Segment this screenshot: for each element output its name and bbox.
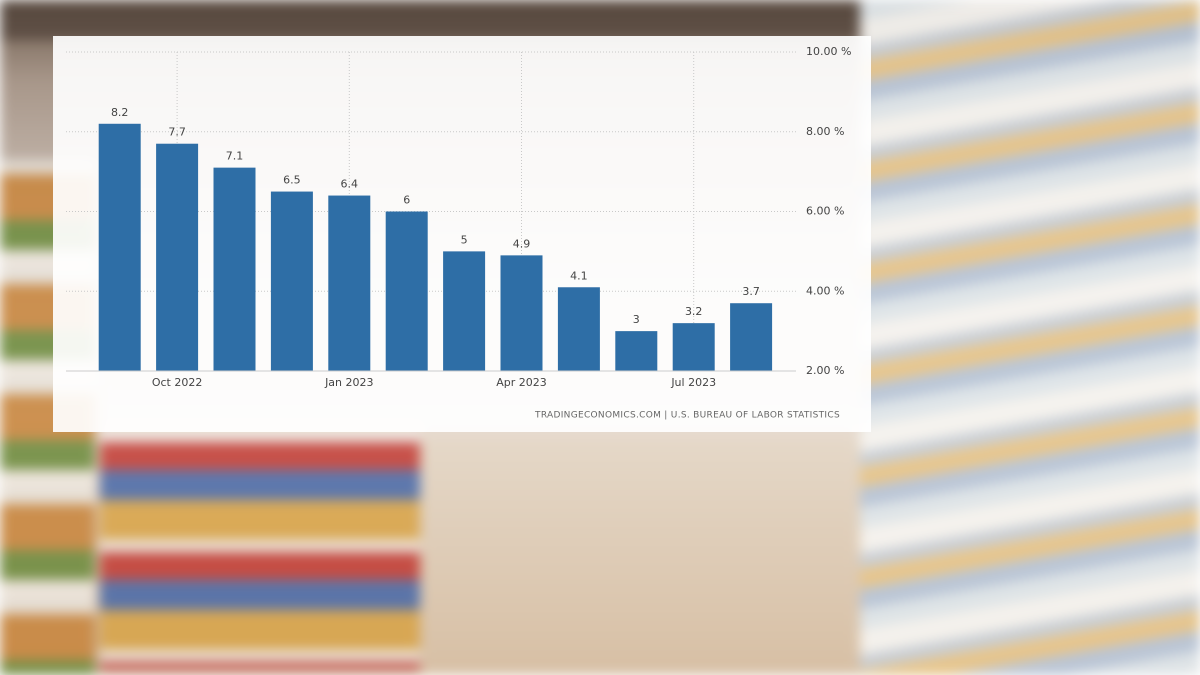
value-label: 5	[461, 233, 468, 246]
y-tick-label: 8.00 %	[806, 125, 844, 138]
x-tick-label: Apr 2023	[496, 376, 547, 389]
value-label: 6.4	[341, 178, 359, 191]
y-tick-label: 10.00 %	[806, 45, 851, 58]
value-label: 4.1	[570, 269, 588, 282]
value-label: 6.5	[283, 174, 301, 187]
value-label: 3	[633, 313, 640, 326]
y-tick-label: 6.00 %	[806, 205, 844, 218]
bar	[270, 191, 313, 371]
bar	[328, 195, 371, 371]
value-label: 7.7	[168, 126, 186, 139]
x-tick-label: Jan 2023	[324, 376, 373, 389]
y-tick-label: 4.00 %	[806, 284, 844, 297]
y-tick-label: 2.00 %	[806, 364, 844, 377]
bar	[557, 287, 600, 371]
bar	[98, 123, 141, 372]
bar	[672, 323, 715, 371]
source: TRADINGECONOMICS.COM | U.S. BUREAU OF LA…	[534, 411, 840, 421]
bar	[213, 167, 256, 371]
value-label: 6	[403, 194, 410, 207]
x-tick-label: Oct 2022	[152, 376, 203, 389]
bar	[615, 331, 658, 371]
bar	[156, 143, 199, 371]
bar	[385, 211, 428, 371]
bar	[500, 255, 543, 371]
value-label: 8.2	[111, 106, 129, 119]
value-label: 7.1	[226, 150, 244, 163]
bar	[730, 303, 773, 371]
bar	[443, 251, 486, 371]
x-tick-label: Jul 2023	[670, 376, 716, 389]
value-label: 3.7	[742, 285, 760, 298]
value-label: 4.9	[513, 237, 531, 250]
value-label: 3.2	[685, 305, 703, 318]
